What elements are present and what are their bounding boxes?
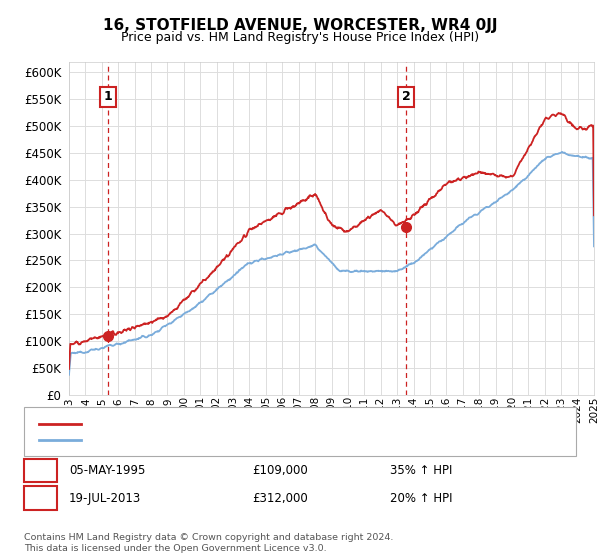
Text: 05-MAY-1995: 05-MAY-1995 <box>69 464 145 478</box>
Text: 19-JUL-2013: 19-JUL-2013 <box>69 492 141 505</box>
Text: 16, STOTFIELD AVENUE, WORCESTER, WR4 0JJ: 16, STOTFIELD AVENUE, WORCESTER, WR4 0JJ <box>103 18 497 33</box>
Text: 2: 2 <box>36 492 44 505</box>
Text: 20% ↑ HPI: 20% ↑ HPI <box>390 492 452 505</box>
Text: 1: 1 <box>103 90 112 103</box>
Text: 1: 1 <box>36 464 44 478</box>
Text: Contains HM Land Registry data © Crown copyright and database right 2024.
This d: Contains HM Land Registry data © Crown c… <box>24 533 394 553</box>
Text: 2: 2 <box>402 90 410 103</box>
Text: £312,000: £312,000 <box>252 492 308 505</box>
Text: £109,000: £109,000 <box>252 464 308 478</box>
Text: Price paid vs. HM Land Registry's House Price Index (HPI): Price paid vs. HM Land Registry's House … <box>121 31 479 44</box>
Text: HPI: Average price, detached house, Worcester: HPI: Average price, detached house, Worc… <box>90 435 347 445</box>
Text: 16, STOTFIELD AVENUE, WORCESTER, WR4 0JJ (detached house): 16, STOTFIELD AVENUE, WORCESTER, WR4 0JJ… <box>90 419 443 429</box>
Text: 35% ↑ HPI: 35% ↑ HPI <box>390 464 452 478</box>
